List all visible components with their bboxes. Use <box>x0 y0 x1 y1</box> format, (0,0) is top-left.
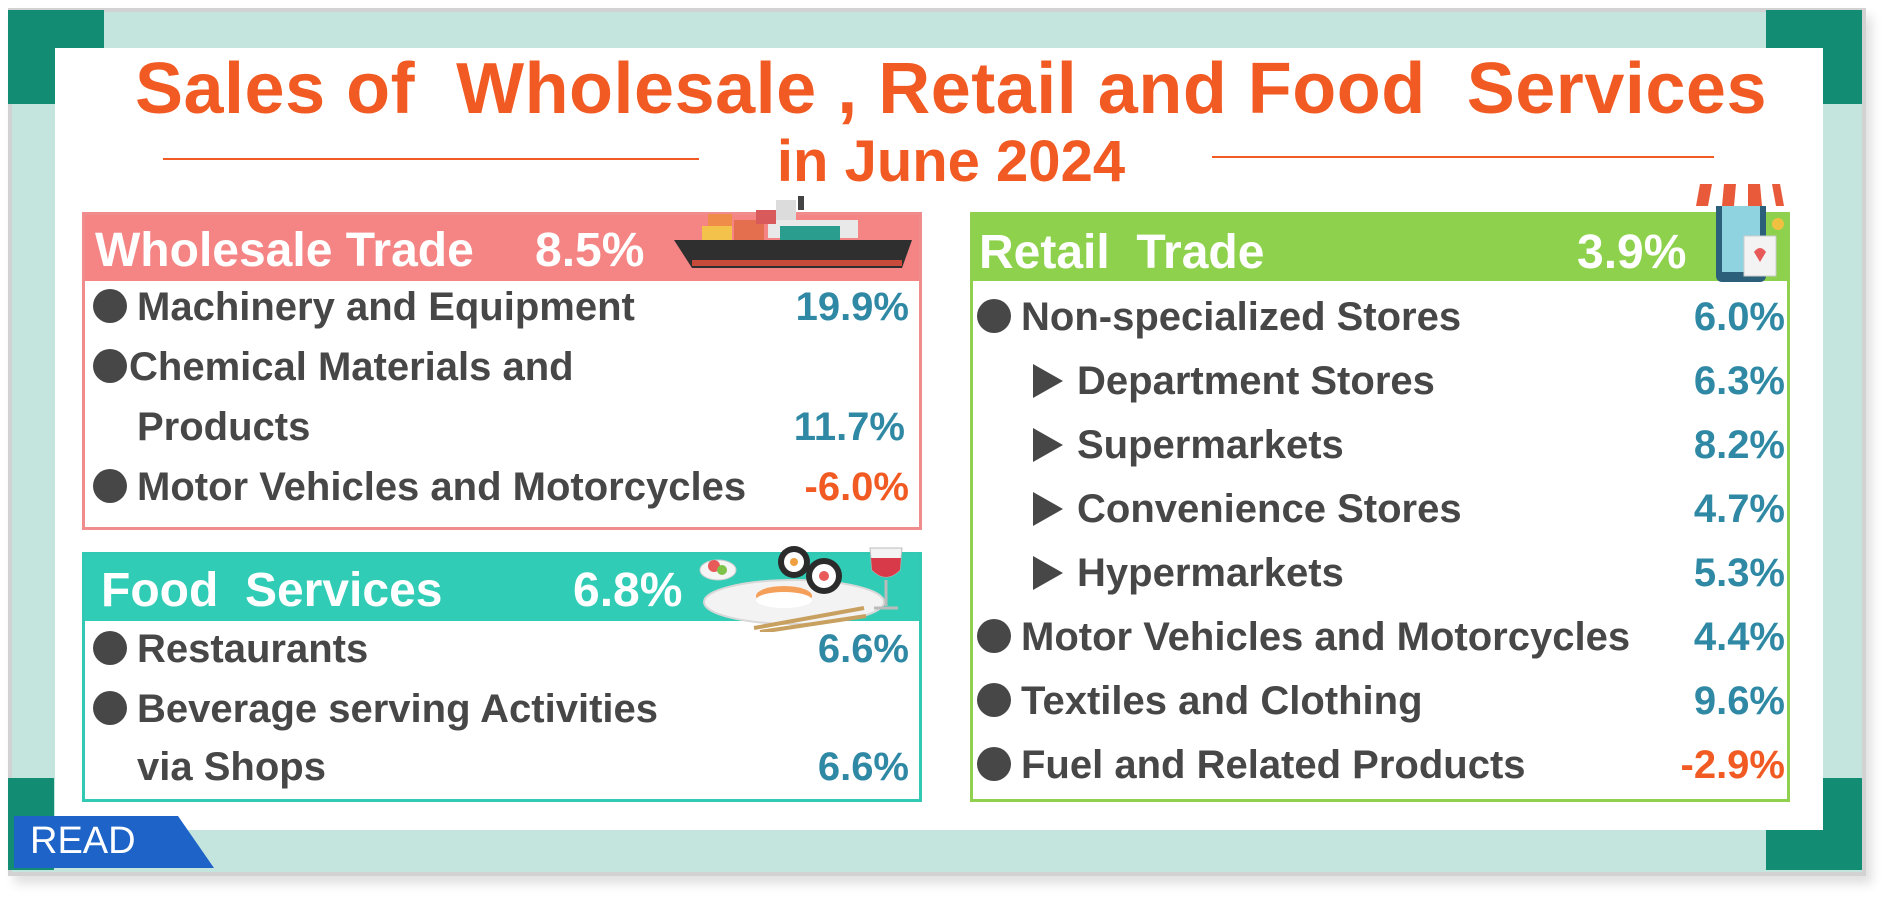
sushi-plate-icon <box>699 546 885 632</box>
item-pct: -6.0% <box>804 465 910 509</box>
triangle-bullet-icon <box>1033 428 1063 462</box>
shopping-phone-icon <box>1696 184 1784 282</box>
item-pct: 5.3% <box>1693 551 1785 595</box>
item-pct: 8.2% <box>1693 423 1785 467</box>
wholesale-name: Wholesale Trade <box>95 224 474 277</box>
read-label: READ <box>30 820 136 862</box>
item-pct: 19.9% <box>795 285 909 329</box>
wine-glass-icon <box>869 547 903 610</box>
list-item-continued: Products <box>137 405 311 449</box>
bullet-icon <box>93 691 127 725</box>
triangle-bullet-icon <box>1033 556 1063 590</box>
item-pct: 4.7% <box>1693 487 1785 531</box>
list-item: Fuel and Related Products <box>977 743 1526 788</box>
bullet-icon <box>977 299 1011 333</box>
bullet-icon <box>977 619 1011 653</box>
item-pct: 6.3% <box>1693 359 1785 403</box>
cargo-ship-icon <box>674 196 912 268</box>
list-item: Supermarkets <box>1033 423 1344 468</box>
list-item: Department Stores <box>1033 359 1435 404</box>
list-item: Convenience Stores <box>1033 487 1462 532</box>
bullet-icon <box>93 469 127 503</box>
bullet-icon <box>977 747 1011 781</box>
retail-panel: Retail Trade 3.9% Non-specialized Stores… <box>970 212 1790 802</box>
list-item: Hypermarkets <box>1033 551 1344 596</box>
page-subtitle: in June 2024 <box>776 129 1126 194</box>
list-item-continued: via Shops <box>137 745 326 789</box>
item-pct: 11.7% <box>793 405 905 449</box>
item-pct: 6.6% <box>817 627 909 671</box>
list-item: Chemical Materials and <box>93 345 574 390</box>
bullet-icon <box>93 349 127 383</box>
item-pct: -2.9% <box>1680 743 1786 787</box>
list-item: Machinery and Equipment <box>93 285 635 330</box>
list-item: Restaurants <box>93 627 368 672</box>
bullet-icon <box>93 289 127 323</box>
list-item: Textiles and Clothing <box>977 679 1423 724</box>
list-item: Motor Vehicles and Motorcycles <box>977 615 1630 660</box>
retail-pct: 3.9% <box>1577 226 1687 279</box>
page-title: Sales of Wholesale , Retail and Food Ser… <box>134 49 1767 129</box>
read-button[interactable]: READ <box>14 816 214 868</box>
triangle-bullet-icon <box>1033 492 1063 526</box>
food-name: Food Services <box>101 564 443 617</box>
triangle-bullet-icon <box>1033 364 1063 398</box>
retail-name: Retail Trade <box>979 226 1265 279</box>
item-pct: 9.6% <box>1693 679 1785 723</box>
wholesale-panel: Wholesale Trade 8.5% Machinery and Equip… <box>82 212 922 530</box>
item-pct: 6.0% <box>1693 295 1785 339</box>
list-item: Non-specialized Stores <box>977 295 1461 340</box>
bullet-icon <box>93 631 127 665</box>
food-pct: 6.8% <box>573 564 683 617</box>
title-rule-right <box>1212 156 1714 158</box>
item-pct: 4.4% <box>1693 615 1785 659</box>
item-pct: 6.6% <box>817 745 909 789</box>
bullet-icon <box>977 683 1011 717</box>
wholesale-pct: 8.5% <box>535 224 645 277</box>
list-item: Beverage serving Activities <box>93 687 658 732</box>
title-rule-left <box>163 158 699 160</box>
list-item: Motor Vehicles and Motorcycles <box>93 465 746 510</box>
retail-header: Retail Trade 3.9% <box>973 215 1787 281</box>
